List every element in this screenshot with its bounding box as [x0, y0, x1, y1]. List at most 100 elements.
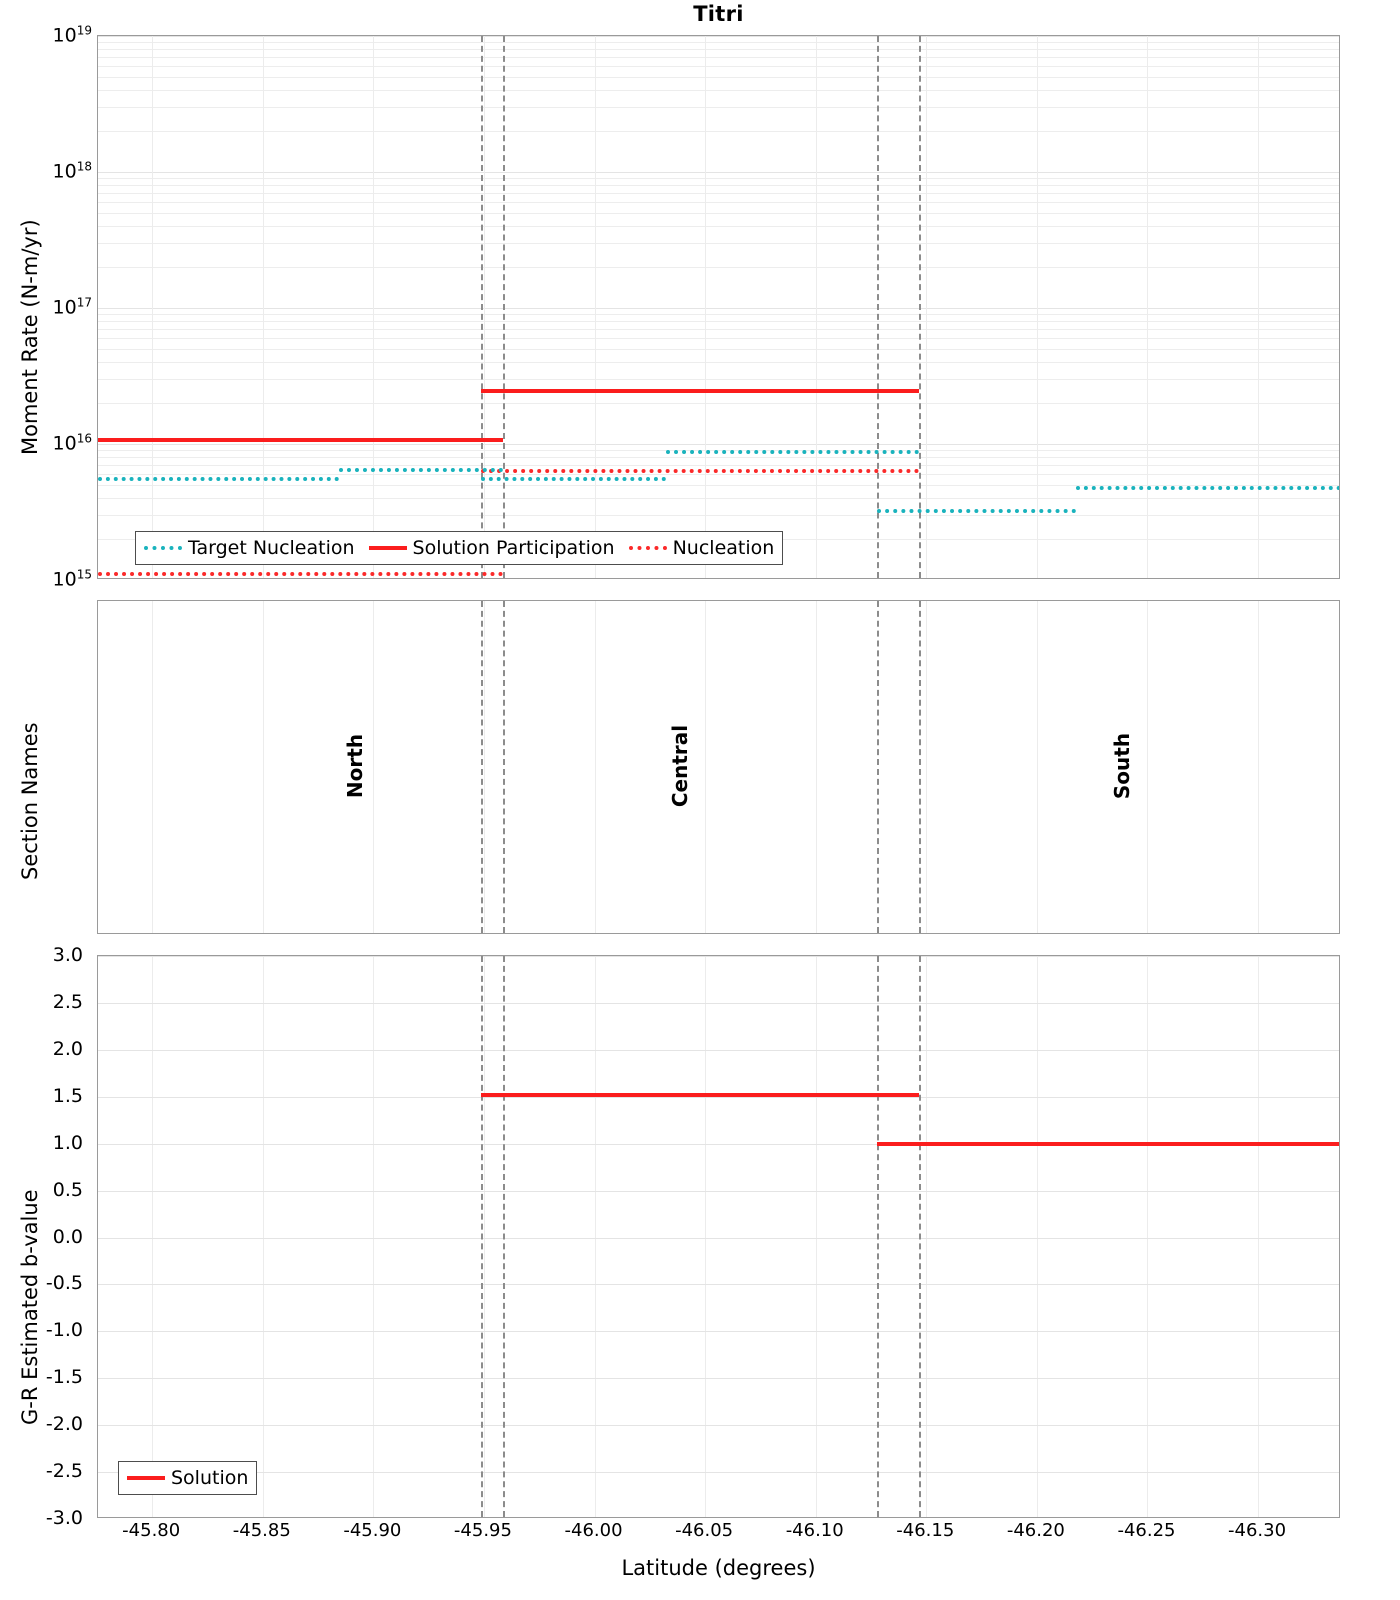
grid-line: [98, 444, 1339, 445]
data-segment-solution: [480, 1092, 919, 1097]
grid-line: [98, 457, 1339, 459]
grid-line: [98, 1002, 1339, 1004]
grid-line: [98, 193, 1339, 195]
legend-b-value: Solution: [118, 1461, 258, 1495]
section-boundary-line: [480, 36, 483, 578]
panel-b-value: [97, 955, 1340, 1518]
y-tick-label: 1015: [52, 567, 92, 591]
grid-line: [98, 243, 1339, 245]
y-tick-label: 3.0: [52, 944, 83, 966]
grid-line: [98, 314, 1339, 316]
data-segment-solution: [876, 1141, 1339, 1146]
legend-entry: Solution: [127, 1467, 248, 1489]
grid-line: [98, 107, 1339, 109]
panel1-y-axis-label: Moment Rate (N-m/yr): [18, 219, 42, 455]
grid-line: [98, 362, 1339, 364]
grid-line: [98, 42, 1339, 44]
data-segment-solution-participation: [480, 388, 919, 393]
y-tick-label: 1.5: [52, 1084, 83, 1107]
data-segment-target-nucleation: [666, 449, 919, 454]
grid-line-vertical: [815, 36, 817, 578]
grid-line: [98, 498, 1339, 500]
section-boundary-line: [502, 36, 505, 578]
grid-line-vertical: [815, 956, 817, 1517]
grid-line: [98, 515, 1339, 517]
y-tick-label: 0.5: [52, 1178, 83, 1201]
grid-line: [98, 1049, 1339, 1051]
grid-line: [98, 1237, 1339, 1239]
page-title: Titri: [693, 2, 744, 26]
grid-line: [98, 49, 1339, 51]
grid-line: [98, 131, 1339, 133]
data-segment-nucleation: [480, 468, 919, 473]
grid-line: [98, 1096, 1339, 1098]
grid-line: [98, 1425, 1339, 1427]
y-tick-label: -2.0: [45, 1413, 83, 1436]
legend-moment-rate: Target Nucleation Solution Participation N…: [135, 531, 784, 565]
grid-line-vertical: [705, 956, 707, 1517]
panel3-y-ticks: 3.0 2.5 2.0 1.5 1.0 0.5 0.0 -0.5 -1.0 -1.5 -2.0 -2.…: [0, 944, 92, 1529]
legend-swatch-icon: [127, 1476, 165, 1480]
grid-line-vertical: [483, 36, 485, 578]
grid-line-vertical: [262, 601, 264, 933]
grid-line: [98, 267, 1339, 269]
grid-line-vertical: [1036, 601, 1038, 933]
y-tick-label: 1017: [52, 295, 92, 319]
grid-line: [98, 474, 1339, 476]
legend-swatch-icon: [144, 546, 182, 550]
grid-line: [98, 348, 1339, 350]
grid-line-vertical: [1036, 36, 1038, 578]
grid-line: [98, 57, 1339, 59]
legend-label: Solution Participation: [412, 537, 615, 559]
section-boundary-line: [480, 956, 483, 1517]
legend-label: Nucleation: [672, 537, 775, 559]
x-tick-label: -46.05: [675, 1520, 734, 1541]
panel1-y-ticks: 1015 1016 1017 1018 1019: [0, 23, 92, 590]
x-tick-label: -45.85: [232, 1520, 291, 1541]
section-boundary-line: [918, 36, 921, 578]
grid-line-vertical: [1147, 601, 1149, 933]
x-tick-label: -46.00: [564, 1520, 623, 1541]
grid-line-vertical: [373, 956, 375, 1517]
data-segment-solution-participation: [98, 438, 503, 443]
grid-line-vertical: [926, 601, 928, 933]
y-tick-label: 1016: [52, 431, 92, 455]
y-tick-label: 1019: [52, 23, 92, 47]
y-tick-label: 0.0: [52, 1225, 83, 1248]
grid-line-vertical: [483, 956, 485, 1517]
grid-line: [98, 178, 1339, 180]
grid-line-vertical: [1258, 956, 1260, 1517]
grid-line: [98, 956, 1339, 957]
grid-line-vertical: [1147, 36, 1149, 578]
grid-line-vertical: [1258, 601, 1260, 933]
y-tick-label: 1018: [52, 159, 92, 183]
grid-line-vertical: [262, 956, 264, 1517]
section-boundary-line: [876, 36, 879, 578]
grid-line-vertical: [373, 601, 375, 933]
grid-line: [98, 226, 1339, 228]
y-tick-label: 1.0: [52, 1131, 83, 1154]
panel-moment-rate: [97, 35, 1340, 579]
grid-line: [98, 379, 1339, 381]
y-tick-label: -1.0: [45, 1319, 83, 1342]
grid-line: [98, 90, 1339, 92]
grid-line: [98, 185, 1339, 187]
grid-line-vertical: [926, 956, 928, 1517]
legend-entry: Solution Participation: [368, 537, 615, 559]
x-tick-label: -46.25: [1117, 1520, 1176, 1541]
legend-swatch-icon: [368, 546, 407, 550]
data-segment-target-nucleation: [98, 476, 340, 481]
grid-line: [98, 403, 1339, 405]
data-segment-target-nucleation: [480, 476, 667, 481]
x-tick-label: -46.20: [1006, 1520, 1065, 1541]
grid-line-vertical: [594, 601, 596, 933]
y-tick-label: -3.0: [45, 1507, 83, 1529]
x-tick-label: -46.10: [785, 1520, 844, 1541]
x-tick-label: -45.80: [122, 1520, 181, 1541]
y-tick-label: -1.5: [45, 1366, 83, 1389]
data-segment-solution: [98, 1517, 503, 1518]
data-segment-target-nucleation: [876, 509, 1076, 514]
legend-entry: Nucleation: [628, 537, 775, 559]
section-boundary-line: [502, 601, 505, 933]
x-tick-label: -45.95: [453, 1520, 512, 1541]
